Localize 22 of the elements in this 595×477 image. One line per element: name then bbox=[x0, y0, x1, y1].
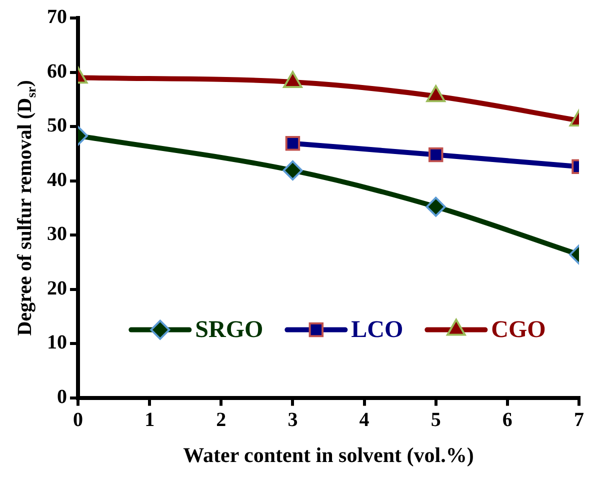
x-tick-label: 1 bbox=[144, 408, 155, 431]
legend-label: SRGO bbox=[195, 317, 264, 344]
x-axis-title: Water content in solvent (vol.%) bbox=[183, 442, 474, 467]
x-tick-label: 4 bbox=[359, 408, 370, 431]
x-tick-label: 0 bbox=[73, 408, 83, 431]
y-tick-label: 30 bbox=[47, 223, 67, 246]
legend-label: LCO bbox=[351, 317, 404, 344]
y-tick-label: 40 bbox=[47, 168, 67, 191]
y-axis-title: Degree of sulfur removal (Dsr) bbox=[14, 80, 38, 336]
y-tick-label: 70 bbox=[47, 6, 67, 28]
y-tick-label: 50 bbox=[47, 114, 67, 137]
legend-label: CGO bbox=[491, 317, 546, 344]
y-tick-label: 10 bbox=[47, 332, 67, 354]
x-tick-label: 2 bbox=[216, 408, 226, 431]
y-tick-label: 20 bbox=[47, 277, 67, 300]
x-tick-label: 6 bbox=[502, 408, 512, 431]
x-tick-label: 7 bbox=[574, 408, 584, 431]
y-tick-label: 60 bbox=[47, 60, 67, 82]
point bbox=[285, 136, 300, 151]
x-tick-label: 3 bbox=[288, 408, 298, 431]
x-tick-label: 5 bbox=[430, 408, 441, 431]
y-tick-label: 0 bbox=[57, 386, 67, 408]
